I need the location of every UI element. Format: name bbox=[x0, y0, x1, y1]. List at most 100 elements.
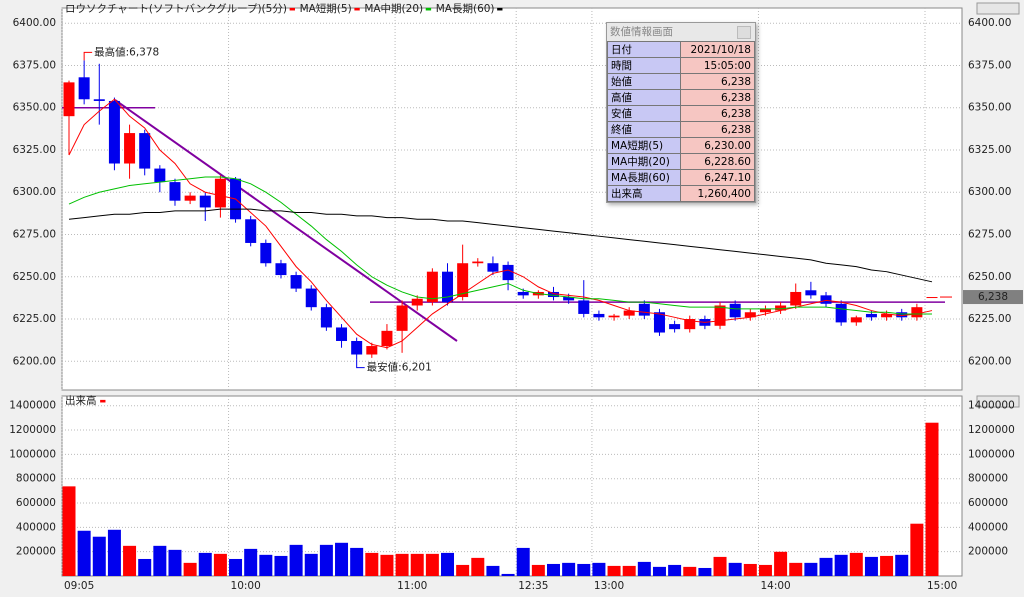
candle-body bbox=[775, 305, 787, 311]
volume-bar bbox=[380, 554, 394, 576]
ma-line bbox=[68, 98, 933, 349]
volume-bar bbox=[910, 523, 924, 576]
x-tick-label: 09:05 bbox=[64, 580, 94, 592]
volume-bar bbox=[319, 544, 333, 576]
volume-bar bbox=[183, 562, 197, 576]
candle-body bbox=[336, 327, 348, 341]
info-value: 6,238 bbox=[680, 73, 755, 90]
volume-bar bbox=[138, 558, 152, 576]
volume-bar bbox=[622, 565, 636, 576]
volume-bar bbox=[516, 547, 530, 576]
volume-bar bbox=[289, 544, 303, 576]
y-tick-label: 400000 bbox=[16, 521, 56, 533]
volume-bar bbox=[819, 557, 833, 576]
volume-bar bbox=[864, 556, 878, 576]
legend-marker: ▬ bbox=[425, 5, 432, 13]
candle-body bbox=[850, 317, 862, 323]
y2-tick-label: 200000 bbox=[968, 546, 1008, 558]
candle-body bbox=[608, 315, 620, 318]
y2-tick-label: 6275.00 bbox=[968, 228, 1011, 240]
candle-body bbox=[669, 324, 681, 330]
info-row: MA中期(20) 6,228.60 bbox=[607, 153, 755, 170]
info-title: 数値情報画面 bbox=[610, 26, 673, 38]
legend-title: ロウソクチャート(ソフトバンクグループ)(5分) bbox=[65, 2, 287, 15]
pane-buttons[interactable] bbox=[976, 2, 1020, 408]
y-tick-label: 6200.00 bbox=[13, 355, 56, 367]
candle-body bbox=[593, 313, 605, 318]
trend-line bbox=[114, 99, 458, 342]
volume-bar bbox=[425, 553, 439, 576]
candle-body bbox=[805, 290, 817, 296]
candle-body bbox=[563, 297, 575, 301]
y2-tick-label: 1200000 bbox=[968, 424, 1015, 436]
volume-bar bbox=[335, 542, 349, 576]
candle-body bbox=[260, 242, 272, 264]
volume-bar bbox=[107, 529, 121, 576]
candle-body bbox=[547, 291, 559, 298]
info-row: 安値 6,238 bbox=[607, 105, 755, 122]
candle-body bbox=[411, 298, 423, 306]
y2-tick-label: 6250.00 bbox=[968, 271, 1011, 283]
candle-body bbox=[245, 219, 257, 243]
y-tick-label: 6300.00 bbox=[13, 186, 56, 198]
info-row: 始値 6,238 bbox=[607, 73, 755, 90]
volume-bar bbox=[456, 564, 470, 576]
y-tick-label: 6225.00 bbox=[13, 313, 56, 325]
info-label: 始値 bbox=[607, 73, 681, 90]
info-value: 1,260,400 bbox=[680, 185, 755, 202]
volume-bar bbox=[652, 566, 666, 576]
legend-marker: ▬ bbox=[289, 5, 296, 13]
candle-body bbox=[623, 310, 635, 316]
candle-body bbox=[108, 100, 120, 164]
candle-body bbox=[487, 263, 499, 272]
candle-body bbox=[63, 82, 75, 117]
y2-tick-label: 800000 bbox=[968, 473, 1008, 485]
legend-marker: ▬ bbox=[100, 397, 107, 405]
annotation: 最安値:6,201 bbox=[367, 361, 432, 374]
y2-tick-label: 6300.00 bbox=[968, 186, 1011, 198]
volume-bar bbox=[198, 552, 212, 576]
volume-bar bbox=[274, 555, 288, 576]
volume-plot bbox=[61, 395, 963, 577]
candle-body bbox=[154, 168, 166, 183]
info-panel[interactable]: 数値情報画面 日付 2021/10/18 時間 15:05:00 始値 6,238 高値 6,… bbox=[606, 22, 756, 203]
annotation-arrow bbox=[83, 51, 93, 61]
candle-body bbox=[517, 291, 529, 296]
candle-body bbox=[790, 291, 802, 306]
info-label: 安値 bbox=[607, 105, 681, 122]
y-tick-label: 1200000 bbox=[9, 424, 56, 436]
candle-body bbox=[199, 195, 211, 208]
y2-tick-label: 6325.00 bbox=[968, 144, 1011, 156]
x-tick-label: 13:00 bbox=[594, 580, 624, 592]
volume-bar bbox=[244, 548, 258, 576]
price-plot bbox=[61, 7, 963, 391]
volume-bar bbox=[849, 552, 863, 576]
candle-body bbox=[911, 307, 923, 318]
volume-bar bbox=[713, 556, 727, 576]
candle-body bbox=[684, 319, 696, 330]
volume-bar bbox=[683, 566, 697, 576]
info-row: 時間 15:05:00 bbox=[607, 57, 755, 74]
info-table: 日付 2021/10/18 時間 15:05:00 始値 6,238 高値 6,238 安値 6,… bbox=[607, 41, 755, 202]
y2-tick-label: 1000000 bbox=[968, 448, 1015, 460]
info-row: MA短期(5) 6,230.00 bbox=[607, 137, 755, 154]
volume-bar bbox=[350, 547, 364, 576]
volume-bar bbox=[123, 545, 137, 576]
candle-body bbox=[820, 295, 832, 304]
info-row: 日付 2021/10/18 bbox=[607, 41, 755, 58]
info-label: 出来高 bbox=[607, 185, 681, 202]
last-price-box bbox=[963, 290, 1023, 305]
info-row: MA長期(60) 6,247.10 bbox=[607, 169, 755, 186]
legend: ロウソクチャート(ソフトバンクグループ)(5分) ▬ MA短期(5) ▬ MA中期(20… bbox=[65, 2, 503, 15]
close-button[interactable] bbox=[737, 26, 751, 39]
ma-line bbox=[68, 176, 932, 315]
candle-body bbox=[381, 330, 393, 347]
volume-bar bbox=[774, 551, 788, 576]
volume-bar bbox=[213, 553, 227, 576]
pane-button[interactable] bbox=[976, 395, 1020, 408]
pane-button[interactable] bbox=[976, 2, 1020, 15]
info-value: 6,238 bbox=[680, 89, 755, 106]
candle-body bbox=[396, 305, 408, 331]
x-tick-label: 12:35 bbox=[518, 580, 548, 592]
